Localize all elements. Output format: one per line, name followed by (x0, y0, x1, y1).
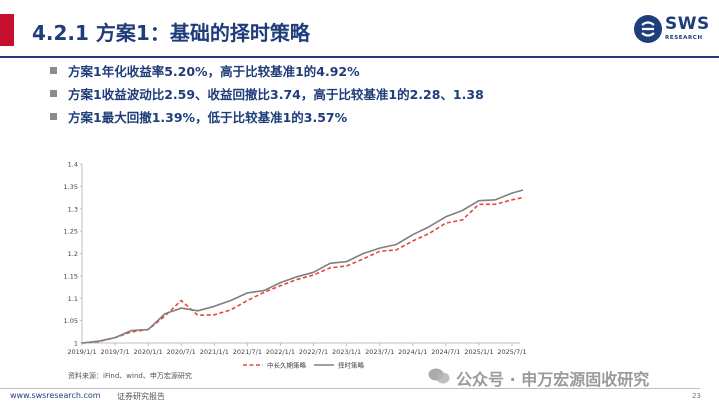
sws-logo-icon (634, 15, 662, 43)
source-note: 资料来源：iFind、wind、申万宏源研究 (68, 372, 192, 380)
bullet-square-icon (50, 90, 57, 97)
watermark-text: 公众号 · 申万宏源固收研究 (456, 370, 650, 389)
x-tick-label: 2022/1/1 (266, 348, 295, 356)
chart-lines (81, 189, 524, 344)
bullet-item: 方案1收益波动比2.59、收益回撤比3.74，高于比较基准1的2.28、1.38 (48, 86, 484, 109)
wechat-icon (428, 368, 450, 384)
x-tick-label: 2019/7/1 (100, 348, 129, 356)
bullet-text: 方案1收益波动比2.59、收益回撤比3.74，高于比较基准1的2.28、1.38 (68, 87, 484, 102)
y-tick-label: 1.4 (68, 161, 78, 169)
x-tick-label: 2021/7/1 (233, 348, 262, 356)
x-tick-label: 2022/7/1 (299, 348, 328, 356)
x-tick-label: 2024/7/1 (431, 348, 460, 356)
title-accent-bar (0, 14, 14, 46)
x-tick-label: 2020/1/1 (134, 348, 163, 356)
chart-svg: 1 1.05 1.1 1.15 1.2 1.25 1.3 1.35 1.4 2019/1/1 201… (64, 161, 527, 370)
x-tick-label: 2019/1/1 (67, 348, 96, 356)
bullet-text: 方案1年化收益率5.20%，高于比较基准1的4.92% (68, 64, 360, 79)
title-bar: 4.2.1 方案1：基础的择时策略 SWS RESEARCH (0, 0, 719, 58)
title-divider (0, 56, 719, 58)
legend-label: 择时策略 (338, 361, 365, 370)
bullet-item: 方案1年化收益率5.20%，高于比较基准1的4.92% (48, 63, 484, 86)
x-tick-label: 2020/7/1 (167, 348, 196, 356)
page-title: 4.2.1 方案1：基础的择时策略 (32, 21, 310, 45)
line-chart: 1 1.05 1.1 1.15 1.2 1.25 1.3 1.35 1.4 2019/1/1 201… (0, 150, 719, 380)
y-tick-label: 1.1 (68, 295, 78, 303)
y-tick-label: 1 (74, 340, 78, 348)
sws-logo: SWS RESEARCH (633, 12, 713, 48)
bullet-square-icon (50, 67, 57, 74)
chart-axes: 1 1.05 1.1 1.15 1.2 1.25 1.3 1.35 1.4 2019/1/1 201… (64, 161, 527, 357)
bullet-square-icon (50, 113, 57, 120)
y-tick-label: 1.2 (68, 250, 78, 258)
bullet-text: 方案1最大回撤1.39%，低于比较基准1的3.57% (68, 110, 348, 125)
legend-label: 中长久期策略 (267, 361, 307, 370)
series-line-2 (81, 189, 524, 344)
x-tick-label: 2025/7/1 (497, 348, 526, 356)
logo-subtext: RESEARCH (665, 35, 703, 41)
y-tick-label: 1.15 (64, 272, 78, 280)
x-tick-label: 2021/1/1 (200, 348, 229, 356)
y-tick-label: 1.35 (64, 183, 78, 191)
bullet-item: 方案1最大回撤1.39%，低于比较基准1的3.57% (48, 109, 484, 132)
footer-website-link[interactable]: www.swsresearch.com (10, 391, 101, 400)
bullet-list: 方案1年化收益率5.20%，高于比较基准1的4.92% 方案1收益波动比2.59… (48, 63, 484, 132)
page-number: 23 (692, 392, 701, 400)
series-line-1 (81, 196, 524, 344)
chart-legend: 中长久期策略 择时策略 (243, 361, 365, 370)
x-tick-label: 2023/7/1 (365, 348, 394, 356)
footer-divider (0, 388, 700, 389)
footer-report-label: 证券研究报告 (117, 392, 165, 401)
logo-text: SWS (665, 14, 710, 34)
y-tick-label: 1.25 (64, 228, 78, 236)
x-tick-label: 2025/1/1 (464, 348, 493, 356)
y-tick-label: 1.3 (68, 205, 78, 213)
y-tick-label: 1.05 (64, 317, 78, 325)
x-tick-label: 2024/1/1 (398, 348, 427, 356)
x-tick-label: 2023/1/1 (332, 348, 361, 356)
